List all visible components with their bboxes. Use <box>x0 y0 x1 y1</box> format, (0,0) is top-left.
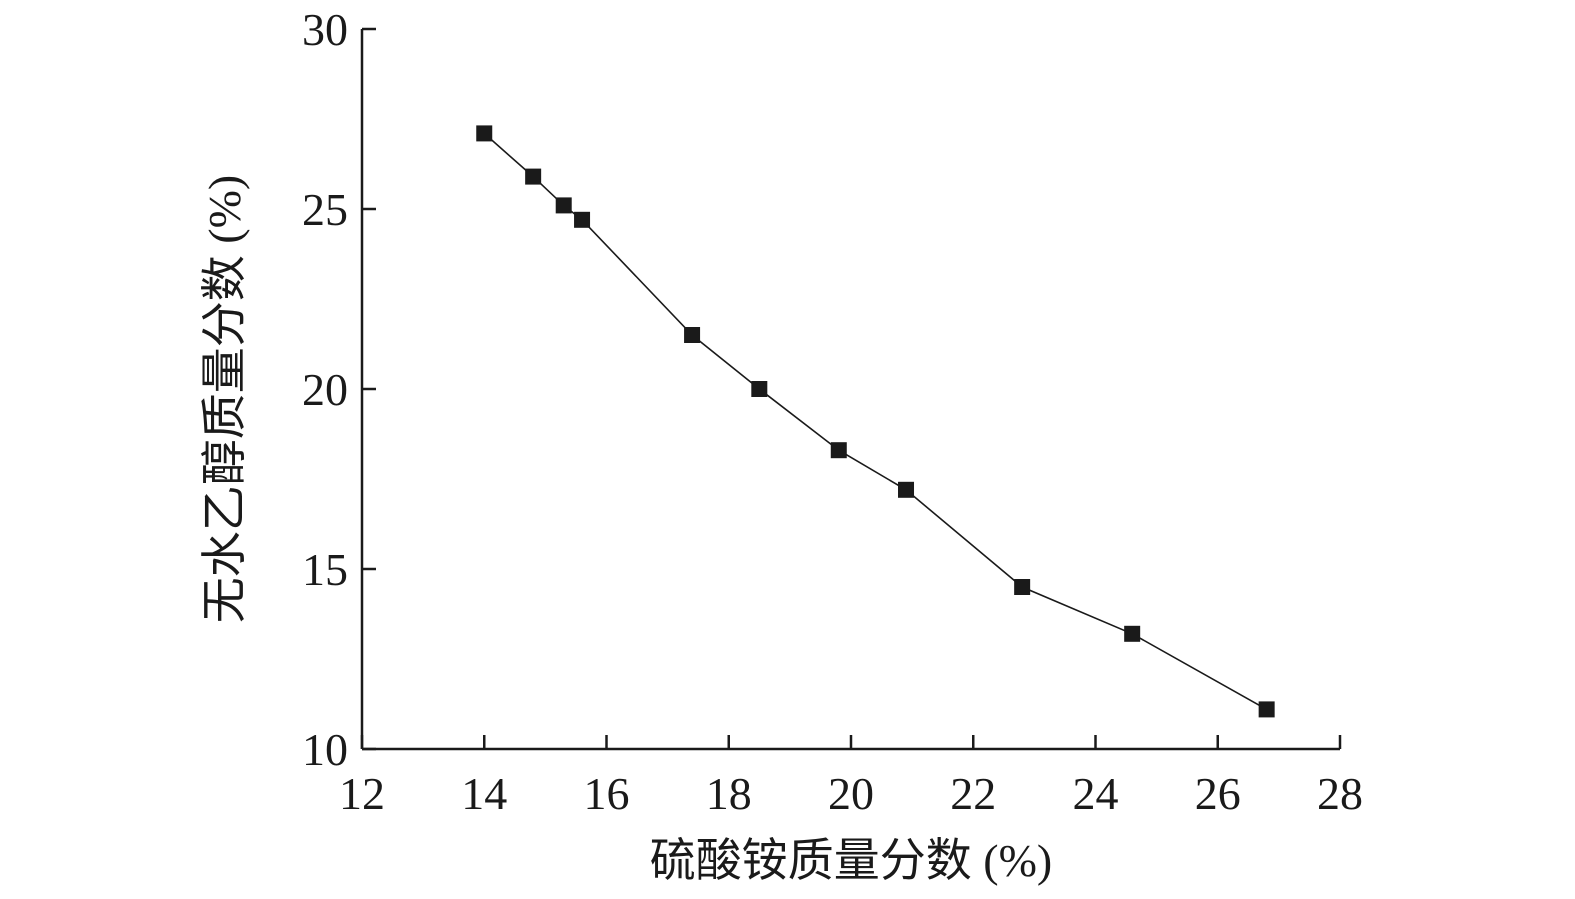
y-tick-label: 15 <box>302 544 348 595</box>
x-tick-label: 18 <box>706 768 752 819</box>
data-point <box>1124 625 1141 642</box>
series-line <box>483 132 1268 711</box>
x-tick-label: 22 <box>950 768 996 819</box>
x-tick-label: 24 <box>1073 768 1119 819</box>
x-tick-label: 26 <box>1195 768 1241 819</box>
data-point <box>525 168 542 185</box>
data-point <box>1014 579 1031 595</box>
x-tick-label: 20 <box>828 768 874 819</box>
data-point <box>898 481 915 498</box>
data-point <box>476 125 493 142</box>
x-ticks: 12 14 16 18 20 22 24 26 28 <box>339 735 1363 819</box>
data-point <box>1258 701 1275 718</box>
x-tick-label: 16 <box>584 768 630 819</box>
y-axis-title: 无水乙醇质量分数 (%) <box>199 175 250 623</box>
chart-axes <box>360 29 1340 751</box>
data-point <box>684 327 701 343</box>
data-point <box>555 197 572 214</box>
data-point <box>830 442 847 459</box>
x-tick-label: 14 <box>461 768 507 819</box>
x-tick-label: 12 <box>339 768 385 819</box>
x-axis-title: 硫酸铵质量分数 (%) <box>650 835 1052 886</box>
y-tick-label: 30 <box>302 4 348 55</box>
y-ticks: 10 15 20 25 30 <box>302 4 376 775</box>
x-tick-label: 28 <box>1317 768 1363 819</box>
data-point <box>574 211 591 228</box>
y-tick-label: 10 <box>302 724 348 775</box>
y-tick-label: 20 <box>302 364 348 415</box>
y-tick-label: 25 <box>302 184 348 235</box>
data-point <box>751 381 768 397</box>
series-layer <box>476 125 1275 718</box>
